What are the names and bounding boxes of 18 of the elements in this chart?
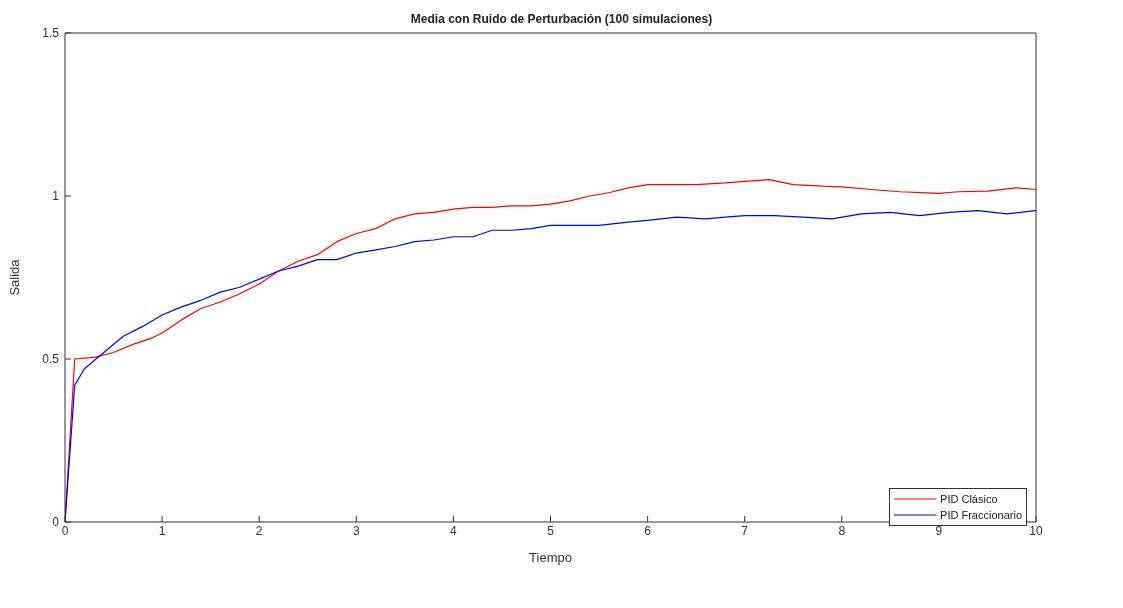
y-tick-label: 1.5 bbox=[42, 26, 60, 41]
x-tick-label: 2 bbox=[255, 523, 263, 538]
x-tick-label: 1 bbox=[158, 523, 166, 538]
x-tick-label: 8 bbox=[838, 523, 846, 538]
y-tick-label: 1 bbox=[52, 189, 60, 204]
legend-label: PID Clásico bbox=[940, 493, 998, 505]
x-axis-title: Tiempo bbox=[529, 550, 572, 565]
x-tick-label: 5 bbox=[547, 523, 555, 538]
x-tick-label: 6 bbox=[644, 523, 652, 538]
x-tick-label: 3 bbox=[352, 523, 360, 538]
y-tick-label: 0.5 bbox=[42, 352, 60, 367]
x-tick-label: 10 bbox=[1029, 523, 1043, 538]
y-axis-title: Salida bbox=[6, 258, 22, 296]
x-tick-label: 9 bbox=[935, 523, 943, 538]
chart-title: Media con Ruido de Perturbación (100 simulaciones) bbox=[409, 12, 714, 26]
legend-label: PID Fraccionario bbox=[940, 509, 1022, 521]
x-tick-label: 4 bbox=[450, 523, 458, 538]
x-tick-label: 7 bbox=[741, 523, 749, 538]
